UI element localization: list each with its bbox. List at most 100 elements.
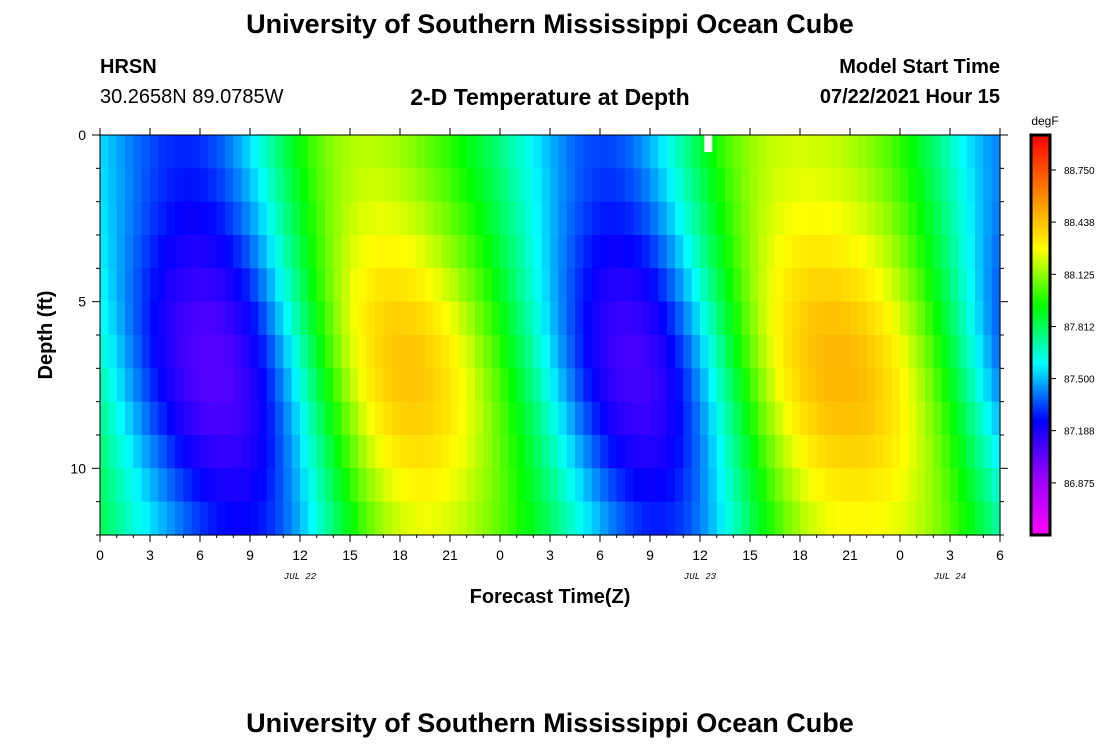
heatmap-cell (275, 435, 284, 469)
heatmap-cell (900, 168, 909, 203)
heatmap-cell (383, 268, 393, 303)
heatmap-cell (350, 401, 359, 436)
heatmap-cell (433, 501, 443, 536)
heatmap-cell (825, 235, 834, 269)
heatmap-cell (741, 468, 751, 503)
heatmap-cell (558, 268, 568, 303)
heatmap-cell (783, 135, 793, 169)
heatmap-cell (891, 501, 901, 536)
heatmap-cell (191, 435, 201, 469)
heatmap-cell (183, 368, 193, 403)
heatmap-cell (391, 301, 401, 336)
heatmap-cell (350, 301, 359, 336)
heatmap-cell (558, 468, 568, 503)
date-label: JUL 22 (284, 572, 317, 582)
heatmap-cell (666, 501, 676, 536)
heatmap-cell (266, 435, 276, 469)
heatmap-cell (275, 235, 284, 269)
heatmap-cell (991, 501, 1001, 536)
heatmap-cell (650, 301, 659, 336)
heatmap-cell (266, 268, 276, 303)
heatmap-cell (241, 368, 251, 403)
heatmap-cell (941, 401, 951, 436)
heatmap-cell (266, 201, 276, 236)
heatmap-cell (158, 335, 168, 369)
heatmap-cell (141, 235, 151, 269)
heatmap-cell (366, 501, 376, 536)
heatmap-cell (258, 301, 268, 336)
heatmap-cell (716, 335, 726, 369)
x-tick-label: 0 (896, 547, 904, 563)
heatmap-cell (758, 235, 768, 269)
heatmap-cell (408, 468, 418, 503)
heatmap-cell (650, 435, 659, 469)
heatmap-cell (525, 435, 534, 469)
heatmap-cell (341, 468, 351, 503)
heatmap-cell (108, 168, 118, 203)
heatmap-cell (883, 368, 893, 403)
heatmap-cell (341, 201, 351, 236)
heatmap-cell (550, 135, 559, 169)
heatmap-cell (691, 235, 701, 269)
heatmap-cell (583, 501, 593, 536)
heatmap-cell (366, 301, 376, 336)
heatmap-cell (475, 268, 484, 303)
heatmap-cell (500, 235, 509, 269)
heatmap-cell (558, 301, 568, 336)
heatmap-cell (841, 201, 851, 236)
heatmap-cell (425, 401, 434, 436)
heatmap-cell (725, 401, 734, 436)
heatmap-cell (891, 235, 901, 269)
heatmap-cell (316, 335, 326, 369)
heatmap-cell (983, 368, 993, 403)
heatmap-cell (500, 335, 509, 369)
heatmap-cell (266, 235, 276, 269)
heatmap-cell (975, 301, 984, 336)
heatmap-cell (558, 235, 568, 269)
heatmap-cell (416, 268, 426, 303)
heatmap-cell (483, 135, 493, 169)
heatmap-cell (433, 468, 443, 503)
heatmap-cell (683, 468, 693, 503)
heatmap-cell (800, 168, 809, 203)
heatmap-cell (383, 501, 393, 536)
heatmap-cell (516, 235, 526, 269)
heatmap-cell (558, 368, 568, 403)
heatmap-cell (208, 235, 218, 269)
heatmap-cell (675, 501, 684, 536)
heatmap-cell (200, 468, 209, 503)
heatmap-cell (166, 135, 176, 169)
heatmap-cell (600, 201, 609, 236)
heatmap-cell (750, 435, 759, 469)
heatmap-cell (291, 168, 301, 203)
heatmap-cell (233, 168, 243, 203)
heatmap-cell (175, 435, 184, 469)
heatmap-cell (958, 501, 968, 536)
heatmap-cell (458, 335, 468, 369)
heatmap-cell (950, 435, 959, 469)
heatmap-cell (250, 301, 259, 336)
heatmap-cell (716, 468, 726, 503)
heatmap-cell (866, 268, 876, 303)
heatmap-cell (825, 201, 834, 236)
heatmap-cell (550, 435, 559, 469)
heatmap-cell (675, 468, 684, 503)
heatmap-cell (725, 135, 734, 169)
heatmap-cell (908, 401, 918, 436)
heatmap-cell (716, 201, 726, 236)
heatmap-cell (800, 435, 809, 469)
heatmap-cell (816, 135, 826, 169)
heatmap-cell (391, 501, 401, 536)
heatmap-cell (941, 335, 951, 369)
heatmap-cell (191, 335, 201, 369)
heatmap-cell (566, 335, 576, 369)
heatmap-cell (400, 435, 409, 469)
heatmap-cell (925, 268, 934, 303)
heatmap-cell (925, 501, 934, 536)
heatmap-cell (866, 468, 876, 503)
heatmap-cell (950, 135, 959, 169)
heatmap-cell (150, 168, 159, 203)
heatmap-cell (525, 468, 534, 503)
heatmap-cell (350, 335, 359, 369)
heatmap-cell (308, 301, 318, 336)
